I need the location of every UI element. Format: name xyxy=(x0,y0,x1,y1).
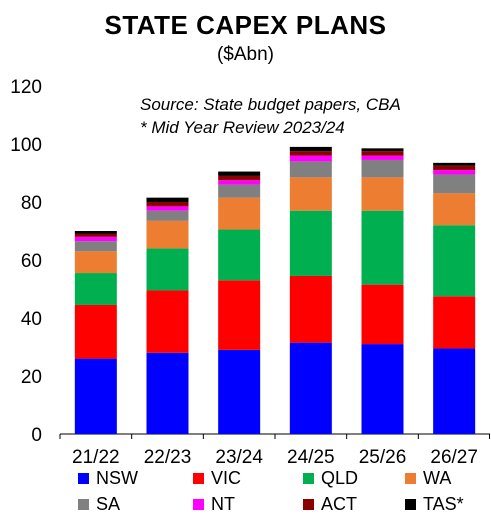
bar-segment-wa xyxy=(218,197,261,230)
x-tick-label: 21/22 xyxy=(72,447,120,468)
x-tick-label: 24/25 xyxy=(287,447,335,468)
bar-segment-nsw xyxy=(361,344,404,434)
legend-swatch xyxy=(193,473,204,484)
y-tick-label: 80 xyxy=(21,193,42,214)
legend-label: NSW xyxy=(96,468,138,488)
bar-segment-act xyxy=(146,202,189,207)
x-tick-label: 23/24 xyxy=(215,447,263,468)
bar-segment-act xyxy=(433,165,476,171)
bar-segment-nt xyxy=(361,155,404,160)
y-tick-label: 120 xyxy=(10,77,42,98)
legend-swatch xyxy=(303,499,314,510)
legend-swatch xyxy=(193,499,204,510)
bar-segment-vic xyxy=(289,275,332,343)
bar-segment-wa xyxy=(361,177,404,211)
bar-segment-vic xyxy=(361,284,404,345)
legend-swatch xyxy=(303,473,314,484)
bar-segment-nsw xyxy=(146,352,189,434)
bar-segment-nt xyxy=(74,236,117,242)
bar-segment-qld xyxy=(289,210,332,276)
legend-swatch xyxy=(78,499,89,510)
legend-swatch xyxy=(78,473,89,484)
legend-item-nsw: NSW xyxy=(78,468,138,489)
bar-segment-nt xyxy=(433,170,476,175)
bar-segment-sa xyxy=(433,174,476,194)
bar-segment-nsw xyxy=(218,349,261,434)
y-tick-label: 100 xyxy=(10,135,42,156)
bar-segment-qld xyxy=(361,210,404,285)
legend-label: WA xyxy=(423,468,452,488)
legend-label: VIC xyxy=(211,468,242,488)
bar-segment-qld xyxy=(74,273,117,305)
legend-label: QLD xyxy=(321,468,359,488)
bar-segment-tas xyxy=(146,197,189,202)
y-tick-label: 0 xyxy=(31,425,42,446)
bar-segment-vic xyxy=(218,280,261,350)
bar-segment-tas xyxy=(74,231,117,234)
bar-segment-wa xyxy=(146,220,189,249)
bar-segment-act xyxy=(289,151,332,156)
bars xyxy=(74,146,476,434)
legend-item-tas: TAS* xyxy=(405,494,464,515)
bar-segment-sa xyxy=(74,241,117,252)
legend-item-vic: VIC xyxy=(193,468,241,489)
legend-swatch xyxy=(405,473,416,484)
bar-segment-wa xyxy=(289,177,332,211)
legend-swatch xyxy=(405,499,416,510)
bar-segment-nsw xyxy=(433,348,476,434)
y-tick-label: 20 xyxy=(21,367,42,388)
legend-label: TAS* xyxy=(423,494,464,514)
bar-segment-nsw xyxy=(289,342,332,434)
bar-segment-sa xyxy=(289,161,332,178)
bar-segment-nt xyxy=(289,155,332,162)
y-tick-label: 60 xyxy=(21,251,42,272)
legend-item-nt: NT xyxy=(193,494,235,515)
bar-segment-nsw xyxy=(74,358,117,434)
y-axis: 0 20 40 60 80 100 120 xyxy=(10,77,42,446)
x-tick-label: 26/27 xyxy=(430,447,478,468)
chart-subtitle: ($Abn) xyxy=(216,44,275,65)
bar-segment-vic xyxy=(433,296,476,349)
y-tick-label: 40 xyxy=(21,309,42,330)
bar-segment-sa xyxy=(361,159,404,178)
legend-label: SA xyxy=(96,494,121,514)
x-axis: 21/22 22/23 23/24 24/25 25/26 26/27 xyxy=(59,433,490,468)
bar-segment-sa xyxy=(146,210,189,221)
legend-item-wa: WA xyxy=(405,468,451,489)
bar-segment-act xyxy=(218,175,261,181)
bar-segment-qld xyxy=(146,248,189,291)
bar-segment-act xyxy=(361,151,404,156)
bar-segment-act xyxy=(74,233,117,237)
source-note: Source: State budget papers, CBA xyxy=(140,95,401,114)
legend-label: ACT xyxy=(321,494,357,514)
bar-segment-vic xyxy=(146,290,189,353)
bar-segment-qld xyxy=(433,225,476,297)
bar-segment-qld xyxy=(218,229,261,281)
bar-segment-sa xyxy=(218,184,261,198)
footnote: * Mid Year Review 2023/24 xyxy=(140,118,345,137)
chart-title: STATE CAPEX PLANS xyxy=(104,10,387,40)
bar-segment-tas xyxy=(289,146,332,152)
bar-segment-wa xyxy=(433,193,476,226)
legend-item-act: ACT xyxy=(303,494,357,515)
legend-item-sa: SA xyxy=(78,494,120,515)
bar-segment-tas xyxy=(361,148,404,152)
bar-segment-tas xyxy=(218,171,261,176)
bar-segment-wa xyxy=(74,251,117,274)
legend-item-qld: QLD xyxy=(303,468,358,489)
x-tick-label: 22/23 xyxy=(144,447,192,468)
bar-segment-tas xyxy=(433,162,476,166)
bar-segment-vic xyxy=(74,304,117,359)
legend-label: NT xyxy=(211,494,235,514)
bar-segment-nt xyxy=(146,206,189,211)
x-tick-label: 25/26 xyxy=(359,447,407,468)
bar-segment-nt xyxy=(218,180,261,185)
